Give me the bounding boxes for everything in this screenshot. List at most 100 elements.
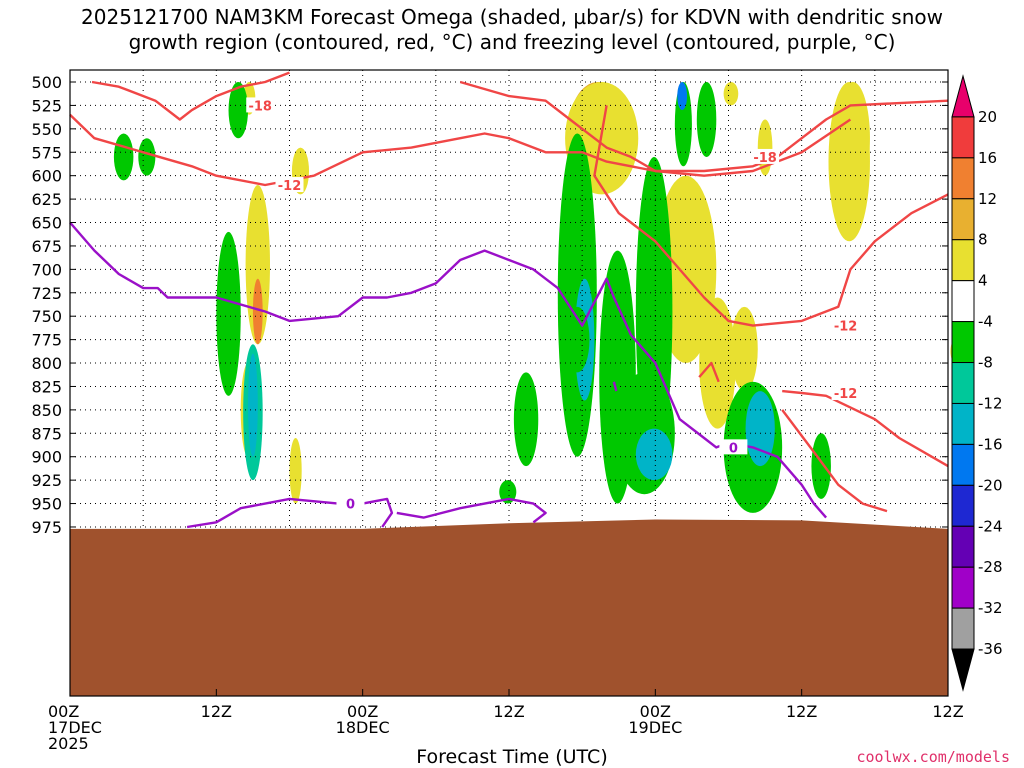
snow-growth-contour-0 bbox=[91, 71, 290, 121]
xtick-label-6-0: 12Z bbox=[201, 702, 232, 721]
ytick-label-525: 525 bbox=[31, 96, 62, 115]
ytick-label-575: 575 bbox=[31, 143, 62, 162]
snow-growth-contour-1 bbox=[69, 113, 852, 187]
colorbar-label-4: 4 bbox=[978, 272, 988, 290]
terrain-layer bbox=[70, 519, 948, 696]
ytick-label-875: 875 bbox=[31, 424, 62, 443]
snow-growth-contour-4 bbox=[782, 389, 949, 468]
xtick-label-36-0: 12Z bbox=[932, 702, 963, 721]
omega-blob-14 bbox=[252, 278, 263, 345]
xtick-label-30-0: 12Z bbox=[786, 702, 817, 721]
colorbar-cell-1 bbox=[951, 116, 975, 159]
colorbar-label-13: -36 bbox=[978, 640, 1003, 658]
snow-growth-label-bg-3 bbox=[831, 317, 860, 333]
omega-blob-37 bbox=[499, 480, 517, 504]
omega-blob-13 bbox=[245, 185, 270, 345]
colorbar-cell-9 bbox=[951, 443, 975, 486]
pressure-axis: 500 525 550 575 600 625 650 675 700 725 750 775 800 8… bbox=[31, 73, 948, 537]
colorbar-label-7: -12 bbox=[978, 394, 1003, 412]
colorbar-label-2: 12 bbox=[978, 190, 997, 208]
snow-growth-contours: -18 -12 -18 -12 -12 bbox=[69, 71, 949, 513]
freezing-label-bg-1 bbox=[336, 495, 365, 511]
colorbar-cell-3 bbox=[951, 198, 975, 241]
colorbar-label-6: -8 bbox=[978, 354, 993, 372]
colorbar-cell-11 bbox=[951, 525, 975, 568]
omega-blob-4 bbox=[723, 82, 739, 106]
ytick-label-500: 500 bbox=[31, 73, 62, 92]
colorbar-cell-2 bbox=[951, 157, 975, 200]
omega-blob-9 bbox=[699, 297, 736, 429]
colorbar-label-11: -28 bbox=[978, 558, 1003, 576]
xtick-label-0-0: 00Z bbox=[48, 702, 79, 721]
xtick-label-12-0: 00Z bbox=[347, 702, 378, 721]
freezing-level-contours: 00 bbox=[69, 221, 828, 529]
ytick-label-850: 850 bbox=[31, 401, 62, 420]
omega-blob-29 bbox=[696, 82, 717, 157]
colorbar-cell-5 bbox=[951, 280, 975, 323]
ytick-label-825: 825 bbox=[31, 377, 62, 396]
colorbar-cell-12 bbox=[951, 566, 975, 609]
colorbar-cell-8 bbox=[951, 402, 975, 445]
snow-growth-contour-5 bbox=[698, 361, 720, 383]
snow-growth-contour-2 bbox=[459, 80, 949, 173]
colorbar-cell-10 bbox=[951, 484, 975, 527]
colorbar-cell-13 bbox=[951, 607, 975, 650]
freezing-label-1: 0 bbox=[346, 498, 355, 513]
xtick-label-24-0: 00Z bbox=[640, 702, 671, 721]
snow-growth-label-3: -12 bbox=[834, 320, 858, 335]
colorbar-label-5: -4 bbox=[978, 313, 993, 331]
omega-shading-layer bbox=[113, 81, 961, 513]
colorbar-label-10: -24 bbox=[978, 517, 1003, 535]
ytick-label-725: 725 bbox=[31, 284, 62, 303]
snow-growth-label-0: -18 bbox=[248, 99, 272, 114]
omega-blob-34 bbox=[811, 433, 831, 499]
ytick-label-625: 625 bbox=[31, 190, 62, 209]
ytick-label-950: 950 bbox=[31, 495, 62, 514]
omega-blob-19 bbox=[228, 82, 249, 139]
xtick-label-12-1: 18DEC bbox=[336, 718, 390, 737]
snow-growth-label-2: -18 bbox=[753, 151, 777, 166]
colorbar-label-3: 8 bbox=[978, 231, 988, 249]
ytick-label-675: 675 bbox=[31, 237, 62, 256]
colorbar-label-9: -20 bbox=[978, 476, 1003, 494]
xtick-label-18-0: 12Z bbox=[493, 702, 524, 721]
omega-blob-22 bbox=[248, 353, 258, 457]
colorbar-label-8: -16 bbox=[978, 435, 1003, 453]
colorbar-label-12: -32 bbox=[978, 599, 1003, 617]
xtick-label-0-2: 2025 bbox=[48, 734, 89, 753]
xtick-label-0-1: 17DEC bbox=[48, 718, 102, 737]
ytick-label-925: 925 bbox=[31, 471, 62, 490]
ytick-label-650: 650 bbox=[31, 214, 62, 233]
snow-growth-label-bg-1 bbox=[275, 177, 304, 193]
ytick-label-700: 700 bbox=[31, 260, 62, 279]
snow-growth-contour-6 bbox=[781, 409, 888, 513]
ytick-label-775: 775 bbox=[31, 331, 62, 350]
terrain-fill bbox=[70, 519, 948, 696]
omega-blob-36 bbox=[513, 372, 539, 467]
snow-growth-label-bg-0 bbox=[246, 97, 275, 113]
colorbar-cell-6 bbox=[951, 321, 975, 364]
colorbar-label-0: 20 bbox=[978, 108, 997, 126]
ytick-label-975: 975 bbox=[31, 518, 62, 537]
colorbar-cell-4 bbox=[951, 239, 975, 282]
snow-growth-label-4: -12 bbox=[834, 387, 858, 402]
omega-blob-31 bbox=[635, 428, 673, 481]
omega-blob-35 bbox=[113, 133, 134, 181]
x-axis-title: Forecast Time (UTC) bbox=[416, 746, 608, 768]
ytick-label-800: 800 bbox=[31, 354, 62, 373]
ytick-label-900: 900 bbox=[31, 448, 62, 467]
ytick-label-750: 750 bbox=[31, 307, 62, 326]
chart-title-line-1: 2025121700 NAM3KM Forecast Omega (shaded… bbox=[81, 5, 943, 29]
freezing-label-bg-0 bbox=[719, 439, 748, 455]
omega-blob-20 bbox=[216, 231, 241, 396]
credit-link[interactable]: coolwx.com/models bbox=[856, 748, 1010, 766]
chart-title-line-2: growth region (contoured, red, °C) and f… bbox=[128, 30, 896, 54]
colorbar-bottom-triangle bbox=[951, 648, 975, 692]
omega-blob-28 bbox=[677, 82, 688, 111]
omega-blob-18 bbox=[138, 138, 156, 176]
xtick-label-24-1: 19DEC bbox=[628, 718, 682, 737]
colorbar-cell-7 bbox=[951, 362, 975, 404]
snow-growth-label-bg-4 bbox=[831, 385, 860, 401]
